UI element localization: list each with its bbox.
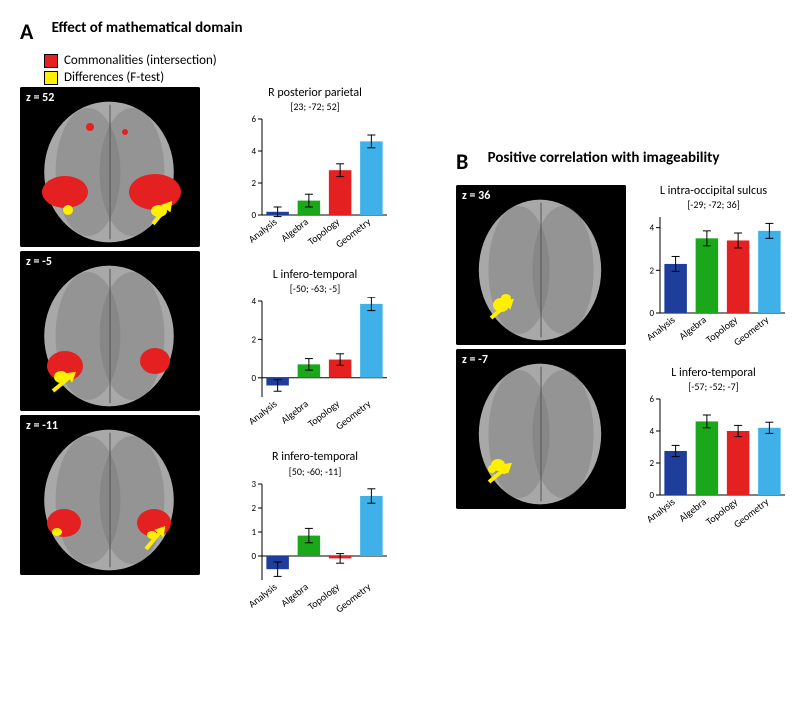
legend-swatch-red <box>44 54 58 68</box>
figure: A Effect of mathematical domain Commonal… <box>20 18 776 624</box>
svg-text:Geometry: Geometry <box>332 579 373 615</box>
svg-text:Geometry: Geometry <box>731 313 772 349</box>
brain-slice: z = -5 <box>20 251 200 411</box>
svg-text:Geometry: Geometry <box>332 215 373 251</box>
svg-text:Analysis: Analysis <box>245 580 279 610</box>
brain-slice: z = 52 <box>20 87 200 247</box>
panel-a-body: z = 52 z = -5 z = -11 R posterior pariet… <box>20 87 420 624</box>
brain-column-b: z = 36 z = -7 <box>456 185 626 509</box>
svg-text:2: 2 <box>649 266 654 277</box>
svg-text:2: 2 <box>251 178 256 189</box>
legend-text: Commonalities (intersection) <box>64 53 217 68</box>
chart-coords: [-50; -63; -5] <box>210 282 420 295</box>
chart-title: R posterior parietal <box>210 87 420 100</box>
panel-b-label: B <box>456 148 478 175</box>
chart-title: L infero-temporal <box>210 269 420 282</box>
brain-slice: z = -11 <box>20 415 200 575</box>
bar-chart: 0246AnalysisAlgebraTopologyGeometry <box>636 395 791 539</box>
svg-text:Geometry: Geometry <box>731 495 772 531</box>
brain-svg <box>20 415 200 575</box>
svg-text:0: 0 <box>251 373 256 384</box>
legend-text: Differences (F-test) <box>64 70 164 85</box>
bar-chart: 024AnalysisAlgebraTopologyGeometry <box>636 213 791 357</box>
svg-text:0: 0 <box>649 308 654 319</box>
svg-text:6: 6 <box>251 115 256 125</box>
svg-text:0: 0 <box>251 551 256 562</box>
brain-svg <box>456 185 626 345</box>
svg-text:4: 4 <box>251 146 256 157</box>
bar-chart: 0123AnalysisAlgebraTopologyGeometry <box>238 480 393 624</box>
legend-swatch-yellow <box>44 71 58 85</box>
svg-text:6: 6 <box>649 395 654 405</box>
z-label: z = -11 <box>26 419 58 433</box>
brain-column-a: z = 52 z = -5 z = -11 <box>20 87 200 575</box>
z-label: z = 36 <box>462 189 490 203</box>
panel-b-header: B Positive correlation with imageability <box>456 148 791 175</box>
svg-text:0: 0 <box>251 210 256 221</box>
chart-block: L intra-occipital sulcus [-29; -72; 36] … <box>636 185 791 357</box>
legend-item: Commonalities (intersection) <box>44 53 420 68</box>
chart-block: R infero-temporal [50; -60; -11] 0 1 2 3 Ana… <box>210 451 420 623</box>
svg-text:Analysis: Analysis <box>245 397 279 427</box>
svg-text:3: 3 <box>251 480 256 490</box>
panel-a-title: Effect of mathematical domain <box>52 19 243 37</box>
chart-coords: [-29; -72; 36] <box>636 198 791 211</box>
svg-text:2: 2 <box>649 458 654 469</box>
brain-slice: z = 36 <box>456 185 626 345</box>
legend: Commonalities (intersection) Differences… <box>44 53 420 85</box>
brain-slice: z = -7 <box>456 349 626 509</box>
svg-text:4: 4 <box>649 223 654 234</box>
chart-block: L infero-temporal [-57; -52; -7] 0246Ana… <box>636 367 791 539</box>
svg-text:4: 4 <box>649 426 654 437</box>
panel-a-header: A Effect of mathematical domain <box>20 18 420 45</box>
panel-a-label: A <box>20 18 42 45</box>
bar-chart: 0246AnalysisAlgebraTopologyGeometry <box>238 115 393 259</box>
panel-b-body: z = 36 z = -7 L intra-occipital sulcus [… <box>456 185 791 539</box>
chart-block: R posterior parietal [23; -72; 52] 0246A… <box>210 87 420 259</box>
svg-text:1: 1 <box>251 527 256 538</box>
z-label: z = -7 <box>462 353 488 367</box>
chart-coords: [-57; -52; -7] <box>636 380 791 393</box>
chart-block: L infero-temporal [-50; -63; -5] 0 2 4 Anal… <box>210 269 420 441</box>
svg-text:2: 2 <box>251 503 256 514</box>
chart-title: L infero-temporal <box>636 367 791 380</box>
brain-svg <box>456 349 626 509</box>
panel-b-title: Positive correlation with imageability <box>488 149 720 167</box>
chart-coords: [50; -60; -11] <box>210 465 420 478</box>
svg-text:2: 2 <box>251 335 256 346</box>
svg-text:0: 0 <box>649 490 654 501</box>
z-label: z = 52 <box>26 91 54 105</box>
chart-coords: [23; -72; 52] <box>210 100 420 113</box>
panel-b: B Positive correlation with imageability… <box>456 148 791 539</box>
chart-title: L intra-occipital sulcus <box>636 185 791 198</box>
svg-text:Geometry: Geometry <box>332 397 373 433</box>
chart-column-a: R posterior parietal [23; -72; 52] 0 2 4 6 A… <box>210 87 420 624</box>
z-label: z = -5 <box>26 255 52 269</box>
panel-a: A Effect of mathematical domain Commonal… <box>20 18 420 624</box>
legend-item: Differences (F-test) <box>44 70 420 85</box>
chart-column-b: L intra-occipital sulcus [-29; -72; 36] … <box>636 185 791 539</box>
brain-svg <box>20 87 200 247</box>
bar-chart: 024AnalysisAlgebraTopologyGeometry <box>238 297 393 441</box>
chart-title: R infero-temporal <box>210 451 420 464</box>
svg-text:4: 4 <box>251 297 256 307</box>
